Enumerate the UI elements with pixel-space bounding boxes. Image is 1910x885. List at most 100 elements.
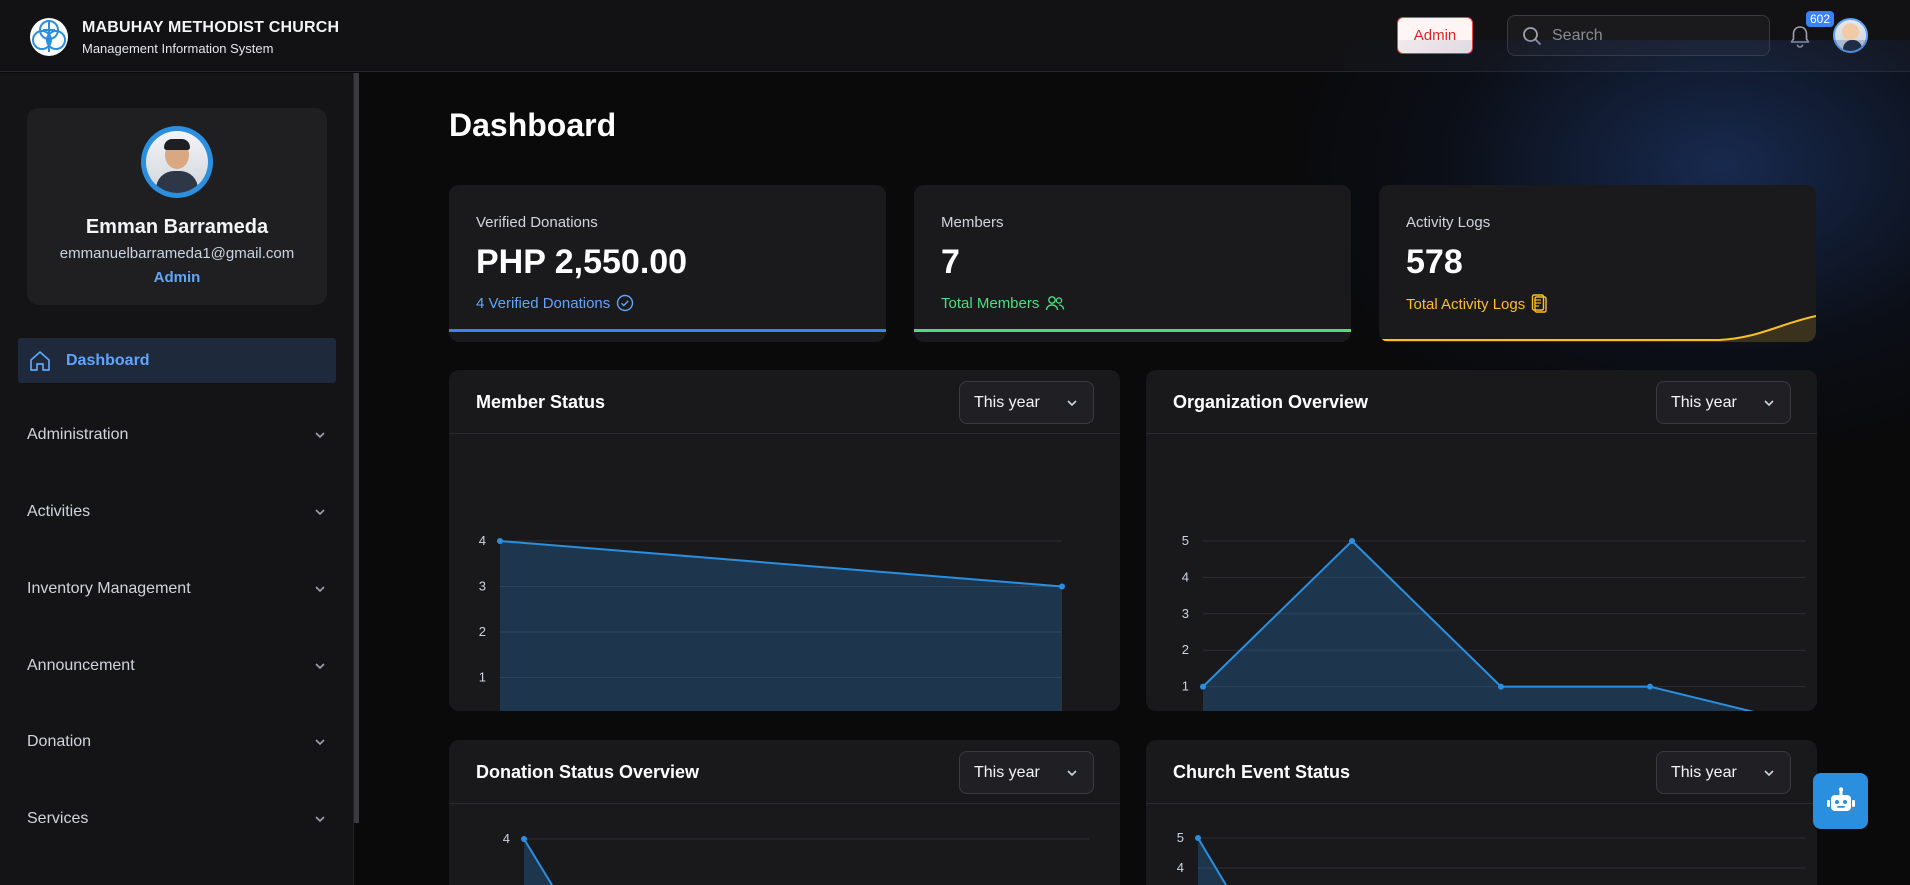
stat-card-donations: Verified Donations PHP 2,550.00 4 Verifi…	[449, 185, 886, 342]
area-fill	[1203, 541, 1750, 711]
profile-card: Emman Barrameda emmanuelbarrameda1@gmail…	[27, 108, 327, 305]
stat-card-activity-logs: Activity Logs 578 Total Activity Logs	[1379, 185, 1816, 342]
role-button[interactable]: Admin	[1397, 17, 1473, 54]
stat-sub-label: 4 Verified Donations	[476, 294, 611, 312]
profile-name: Emman Barrameda	[85, 216, 269, 238]
y-tick-label: 1	[1182, 679, 1189, 694]
search-input[interactable]	[1552, 26, 1752, 45]
chevron-down-icon	[315, 586, 325, 593]
data-point	[521, 836, 527, 842]
period-dropdown[interactable]: This year	[1656, 751, 1791, 794]
y-tick-label: 4	[503, 831, 510, 846]
dropdown-value: This year	[1671, 763, 1737, 781]
sidebar-scrollbar[interactable]	[354, 73, 359, 823]
series-line	[499, 540, 1063, 588]
stat-value: PHP 2,550.00	[476, 243, 688, 281]
stat-value: 7	[941, 243, 960, 281]
clipboard-icon	[1532, 294, 1547, 313]
bell-icon[interactable]	[1789, 24, 1811, 48]
chatbot-button[interactable]	[1813, 773, 1868, 829]
sidebar-item-label: Dashboard	[66, 351, 150, 369]
stat-label: Members	[941, 214, 1004, 231]
sidebar-item-services[interactable]: Services	[27, 804, 327, 834]
sidebar-item-activities[interactable]: Activities	[27, 497, 327, 527]
sidebar: Emman Barrameda emmanuelbarrameda1@gmail…	[0, 73, 354, 885]
donation-status-chart: 4	[503, 831, 1089, 885]
org-subtitle: Management Information System	[82, 40, 274, 56]
church-logo-icon	[30, 18, 68, 56]
stat-card-members: Members 7 Total Members	[914, 185, 1351, 342]
period-dropdown[interactable]: This year	[959, 751, 1094, 794]
data-point	[1200, 683, 1206, 690]
panel-header: Member Status This year	[449, 370, 1120, 434]
dropdown-value: This year	[1671, 393, 1737, 411]
sidebar-item-label: Donation	[27, 733, 92, 750]
profile-avatar	[141, 126, 213, 198]
stat-subtext: Total Members	[941, 294, 1065, 312]
robot-icon	[1826, 787, 1855, 811]
y-tick-label: 5	[1182, 533, 1189, 548]
panel-title: Church Event Status	[1173, 762, 1351, 782]
search-icon	[1523, 26, 1541, 45]
stat-label: Activity Logs	[1406, 214, 1491, 231]
y-tick-label: 2	[1182, 642, 1189, 657]
chevron-down-icon	[1764, 399, 1774, 406]
area-fill	[500, 541, 1062, 711]
y-tick-label: 5	[1177, 830, 1184, 845]
home-icon	[30, 350, 50, 371]
chevron-down-icon	[1067, 769, 1077, 776]
profile-email: emmanuelbarrameda1@gmail.com	[59, 245, 295, 262]
sidebar-item-administration[interactable]: Administration	[27, 420, 327, 450]
activity-sparkline	[1379, 315, 1816, 342]
stat-sub-label: Total Activity Logs	[1406, 295, 1526, 313]
stat-sub-label: Total Members	[941, 294, 1040, 312]
panel-title: Organization Overview	[1173, 392, 1369, 412]
sidebar-item-label: Announcement	[27, 657, 135, 674]
panel-organization-overview: Organization Overview This year 012345Ch…	[1146, 370, 1817, 711]
user-avatar[interactable]	[1833, 18, 1868, 53]
chevron-down-icon	[315, 509, 325, 516]
dropdown-value: This year	[974, 393, 1040, 411]
chevron-down-icon	[315, 816, 325, 823]
chevron-down-icon	[315, 739, 325, 746]
data-point	[497, 538, 503, 544]
stat-value: 578	[1406, 243, 1463, 281]
org-title: MABUHAY METHODIST CHURCH	[82, 18, 340, 36]
sidebar-item-label: Administration	[27, 426, 129, 443]
sidebar-item-donation[interactable]: Donation	[27, 727, 327, 757]
data-point	[1647, 683, 1653, 690]
top-bar: MABUHAY METHODIST CHURCH Management Info…	[0, 0, 1910, 72]
organization-overview-chart: 012345ChildrenYouthYoung AdultWomenMen	[1182, 533, 1806, 711]
sidebar-item-dashboard[interactable]: Dashboard	[18, 338, 336, 383]
stat-bar	[914, 329, 1351, 332]
series-line	[1197, 837, 1227, 885]
panel-header: Organization Overview This year	[1146, 370, 1817, 434]
data-point	[1059, 583, 1065, 590]
y-tick-label: 1	[479, 670, 486, 685]
period-dropdown[interactable]: This year	[1656, 381, 1791, 424]
stat-subtext: 4 Verified Donations	[476, 294, 634, 312]
sidebar-item-label: Services	[27, 810, 89, 827]
member-status-chart: 01234ActiveInactive	[479, 533, 1065, 711]
stat-label: Verified Donations	[476, 214, 598, 231]
y-tick-label: 3	[479, 579, 486, 594]
y-tick-label: 3	[1182, 606, 1189, 621]
y-tick-label: 4	[1182, 569, 1189, 584]
y-tick-label: 2	[479, 624, 486, 639]
notification-badge: 602	[1806, 11, 1835, 27]
chevron-down-icon	[1067, 399, 1077, 406]
sidebar-item-inventory[interactable]: Inventory Management	[27, 574, 327, 604]
period-dropdown[interactable]: This year	[959, 381, 1094, 424]
panel-title: Donation Status Overview	[476, 762, 700, 782]
panel-header: Church Event Status This year	[1146, 740, 1817, 804]
panel-header: Donation Status Overview This year	[449, 740, 1120, 804]
panel-title: Member Status	[476, 392, 606, 412]
users-icon	[1046, 296, 1065, 311]
sidebar-item-announcement[interactable]: Announcement	[27, 651, 327, 681]
church-event-status-chart: 45	[1177, 830, 1806, 885]
data-point	[1498, 683, 1504, 690]
search-box[interactable]	[1507, 15, 1770, 56]
data-point	[1195, 835, 1201, 841]
brand[interactable]: MABUHAY METHODIST CHURCH Management Info…	[28, 16, 339, 58]
